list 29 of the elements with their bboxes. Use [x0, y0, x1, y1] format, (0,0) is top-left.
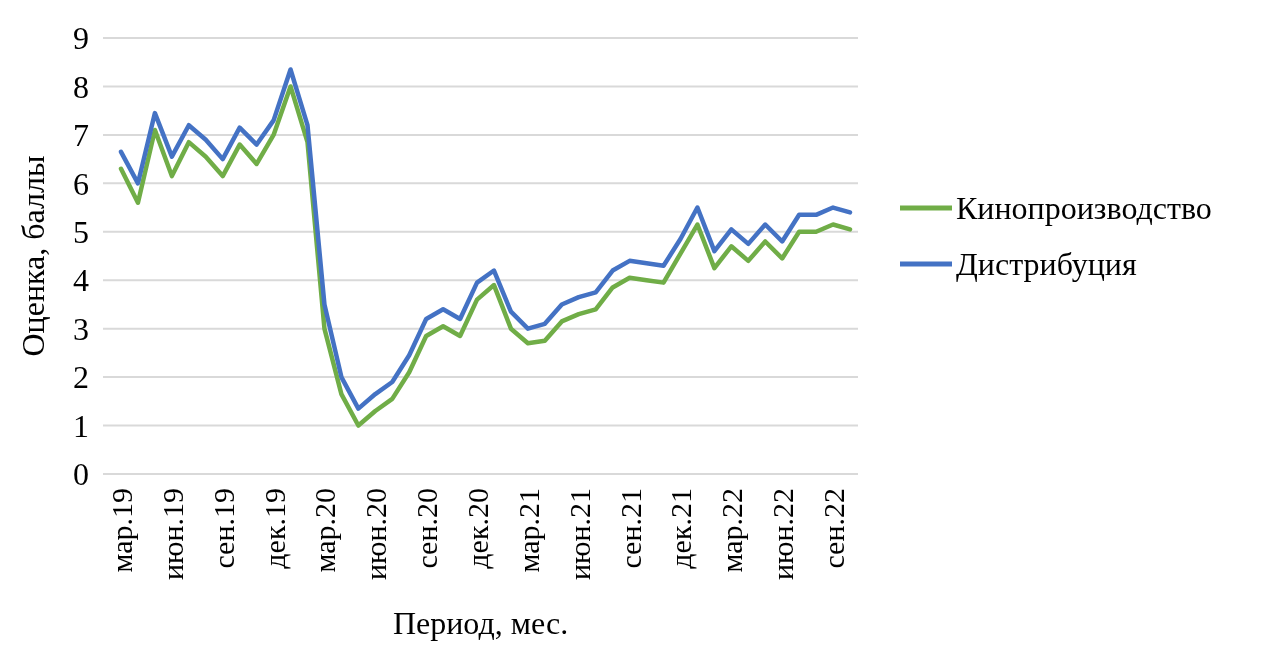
- x-tick-label: сен.21: [613, 488, 647, 569]
- x-tick-label: сен.22: [817, 488, 851, 569]
- x-tick-label: дек.19: [257, 488, 291, 569]
- x-tick-label: дек.20: [461, 488, 495, 569]
- x-tick-label: июн.22: [766, 488, 800, 581]
- y-tick-label: 0: [73, 456, 89, 493]
- x-tick-label: июн.19: [155, 488, 189, 581]
- x-tick-label: сен.20: [410, 488, 444, 569]
- x-tick-label: июн.20: [359, 488, 393, 581]
- y-tick-label: 9: [73, 20, 89, 57]
- y-tick-label: 6: [73, 165, 89, 202]
- y-tick-label: 5: [73, 213, 89, 250]
- x-tick-label: сен.19: [206, 488, 240, 569]
- x-tick-label: мар.22: [715, 488, 749, 573]
- y-tick-label: 7: [73, 117, 89, 154]
- x-tick-label: дек.21: [664, 488, 698, 569]
- y-tick-label: 2: [73, 359, 89, 396]
- x-tick-label: мар.21: [511, 488, 545, 573]
- x-axis-title: Период, мес.: [392, 605, 569, 641]
- legend-label: Дистрибуция: [956, 246, 1137, 283]
- y-tick-label: 4: [73, 262, 89, 299]
- y-axis-title: Оценка, баллы: [15, 155, 51, 357]
- x-tick-label: мар.20: [308, 488, 342, 573]
- y-tick-label: 8: [73, 68, 89, 105]
- legend-label: Кинопроизводство: [956, 190, 1212, 227]
- x-tick-label: мар.19: [105, 488, 138, 573]
- y-tick-label: 3: [73, 310, 89, 347]
- y-tick-label: 1: [73, 407, 89, 444]
- x-tick-label: июн.21: [562, 488, 596, 581]
